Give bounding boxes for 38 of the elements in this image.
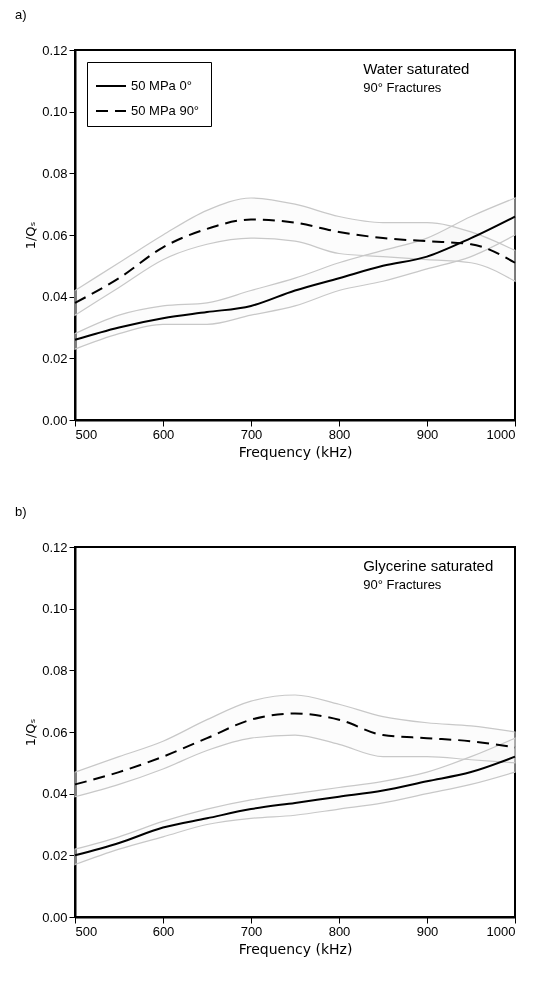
annotation: 90° Fractures (363, 80, 442, 95)
x-tick-label: 600 (152, 426, 175, 442)
x-tick-label: 600 (152, 923, 175, 939)
y-tick-label: 0.04 (42, 786, 68, 802)
x-tick-label: 1000 (486, 426, 516, 442)
x-tick-label: 800 (328, 426, 351, 442)
y-tick-label: 0.08 (42, 662, 68, 678)
y-tick-label: 0.04 (42, 289, 68, 305)
y-tick-label: 0.10 (42, 601, 68, 617)
x-axis-title: Frequency (kHz) (238, 443, 353, 460)
x-tick-label: 700 (240, 426, 263, 442)
y-tick-label: 0.08 (42, 165, 68, 181)
y-tick-label: 0.00 (42, 909, 68, 925)
x-tick-label: 500 (75, 426, 98, 442)
chart-title: a) (15, 7, 27, 22)
x-tick-label: 900 (416, 923, 439, 939)
y-axis-title: 1/Qₛ (23, 221, 39, 250)
x-tick-label: 1000 (486, 923, 516, 939)
y-tick-label: 0.06 (42, 724, 68, 740)
y-tick-label: 0.02 (42, 847, 68, 863)
y-tick-label: 0.10 (42, 104, 68, 120)
x-axis-title: Frequency (kHz) (238, 940, 353, 957)
x-tick-label: 900 (416, 426, 439, 442)
legend-label: 50 MPa 0° (131, 78, 192, 93)
annotation: Water saturated (363, 60, 470, 77)
annotation: 90° Fractures (363, 577, 442, 592)
y-tick-label: 0.00 (42, 412, 68, 428)
annotation: Glycerine saturated (363, 557, 494, 574)
chart-title: b) (15, 504, 27, 519)
y-tick-label: 0.02 (42, 350, 68, 366)
y-axis-title: 1/Qₛ (23, 718, 39, 747)
y-tick-label: 0.12 (42, 42, 68, 58)
x-tick-label: 700 (240, 923, 263, 939)
y-tick-label: 0.12 (42, 539, 68, 555)
x-tick-label: 800 (328, 923, 351, 939)
y-tick-label: 0.06 (42, 227, 68, 243)
legend-label: 50 MPa 90° (131, 103, 200, 118)
x-tick-label: 500 (75, 923, 98, 939)
